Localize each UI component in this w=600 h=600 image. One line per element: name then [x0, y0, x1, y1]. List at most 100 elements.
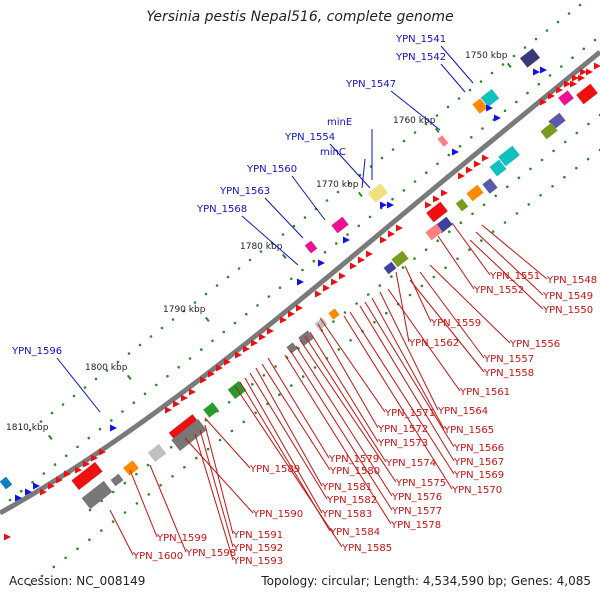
gene-label-inner: YPN_1566 — [453, 443, 504, 454]
gene-label-inner: YPN_1577 — [391, 506, 442, 517]
callout-line — [289, 349, 393, 511]
gene-box — [576, 83, 598, 105]
ruler-dot — [323, 251, 327, 254]
ruler-dot — [254, 411, 257, 415]
gene-label-inner: YPN_1574 — [385, 458, 436, 469]
ruler-dot — [50, 411, 54, 415]
gene-label-outer: YPN_1568 — [196, 204, 247, 215]
ruler-dot — [20, 489, 23, 493]
callout-line — [387, 288, 461, 392]
gene-label-inner: YPN_1548 — [546, 275, 597, 286]
ruler-dot — [116, 360, 120, 364]
ruler-dot — [391, 148, 395, 151]
genome-summary-text: Topology: circular; Length: 4,534,590 bp… — [261, 574, 591, 588]
ruler-dot — [155, 383, 158, 387]
gene-arrow — [366, 250, 373, 258]
ruler-dot — [490, 71, 494, 75]
callout-line — [291, 175, 326, 221]
ruler-dot — [413, 257, 416, 260]
ruler-dot — [76, 547, 79, 551]
callout-line — [109, 509, 134, 556]
ruler-dot — [127, 352, 131, 355]
ruler-dot — [121, 410, 124, 413]
ruler-dot — [53, 463, 57, 466]
callout-line — [244, 377, 323, 514]
callout-line — [451, 222, 491, 276]
gene-arrow — [548, 92, 555, 100]
gene-label-inner: YPN_1589 — [249, 464, 300, 475]
gene-label-inner: YPN_1562 — [408, 338, 459, 349]
gene-arrow — [482, 154, 489, 162]
ruler-dot — [471, 212, 474, 216]
ruler-dot — [332, 320, 335, 323]
ruler-dot — [529, 167, 532, 171]
callout-line — [284, 354, 392, 525]
gene-arrow — [380, 201, 387, 209]
gene-arrow — [387, 201, 394, 209]
ruler-dot — [262, 374, 266, 377]
gene-arrow — [56, 476, 63, 484]
ruler-dot — [171, 318, 175, 321]
gene-arrow — [540, 98, 547, 106]
ruler-dot — [218, 438, 222, 442]
ruler-dot — [245, 312, 248, 316]
callout-line — [364, 301, 455, 448]
gene-arrow — [165, 406, 172, 414]
gene-arrow — [296, 304, 303, 312]
ruler-dot — [420, 284, 424, 288]
callout-line — [440, 45, 474, 84]
ruler-dot — [88, 538, 91, 541]
ruler-dot — [425, 171, 428, 174]
callout-line — [149, 464, 187, 553]
ruler-dot — [479, 80, 483, 83]
ruler-dot — [259, 250, 263, 253]
ruler-dot — [215, 284, 219, 287]
callout-line — [304, 335, 387, 463]
tick-mark — [281, 253, 287, 259]
ruler-dot — [290, 384, 293, 387]
gene-box — [489, 159, 507, 177]
gene-arrow — [425, 201, 432, 209]
gene-label-inner: YPN_1569 — [453, 470, 504, 481]
ruler-dot — [222, 330, 226, 334]
ruler-dot — [436, 162, 439, 166]
ruler-dot — [470, 136, 473, 139]
gene-label-inner: YPN_1571 — [384, 408, 435, 419]
gene-label-inner: YPN_1558 — [483, 368, 534, 379]
gene-arrow — [350, 262, 357, 270]
gene-label-inner: YPN_1564 — [437, 406, 488, 417]
ruler-dot — [256, 304, 259, 307]
ruler-dots — [8, 3, 600, 587]
gene-arrow — [594, 62, 600, 70]
gene-label-inner: YPN_1590 — [252, 509, 303, 520]
ruler-dot — [468, 88, 472, 92]
callout-line — [204, 417, 251, 469]
gene-arrow — [580, 68, 587, 76]
gene-box — [147, 443, 167, 463]
gene-arrow — [33, 482, 40, 490]
gene-label-inner: YPN_1599 — [156, 533, 207, 544]
ruler-dot — [539, 194, 542, 197]
gene-label-outer: YPN_1541 — [395, 34, 446, 45]
figure-title: Yersinia pestis Nepal516, complete genom… — [146, 9, 454, 25]
callout-line — [319, 317, 386, 413]
ruler-dot — [226, 275, 230, 279]
gene-arrow — [388, 230, 395, 238]
gene-label-inner: YPN_1598 — [185, 548, 236, 559]
ruler-dot — [88, 508, 92, 512]
gene-box — [480, 88, 500, 108]
ruler-dot — [188, 357, 192, 360]
gene-label-inner: YPN_1575 — [395, 478, 446, 489]
ruler-dot — [8, 498, 12, 502]
gene-arrow — [91, 454, 98, 462]
callout-line — [361, 158, 366, 189]
gene-arrow — [75, 466, 82, 474]
gene-arrow — [48, 482, 55, 490]
gene-arrow — [441, 189, 448, 197]
gene-arrow — [486, 104, 493, 112]
gene-box — [203, 402, 219, 418]
gene-arrow — [358, 256, 365, 264]
ruler-dot — [575, 131, 579, 135]
tick-label: 1760 kbp — [393, 116, 436, 126]
ruler-dot — [456, 257, 459, 261]
